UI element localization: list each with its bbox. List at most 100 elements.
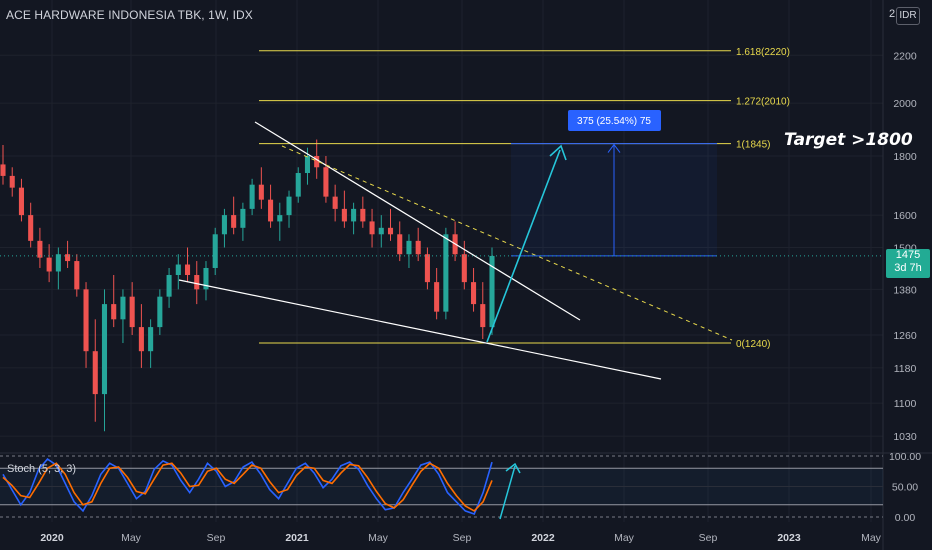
projection-arrow-head — [549, 144, 567, 161]
projection-arrow-shaft — [486, 149, 561, 343]
candles-group — [0, 139, 495, 432]
candle-body — [277, 215, 283, 222]
y-tick-label: 1600 — [893, 210, 917, 222]
measure-label: 375 (25.54%) 75 — [577, 116, 651, 127]
x-tick-label: May — [368, 532, 389, 544]
x-tick-label: May — [861, 532, 882, 544]
candle-body — [157, 296, 163, 328]
candle-body — [111, 304, 117, 320]
candle-body — [92, 351, 98, 395]
stoch-arrow-head — [505, 462, 521, 474]
scale-mode-indicator[interactable]: 2 — [889, 8, 896, 20]
candle-body — [268, 199, 274, 222]
candle-body — [378, 227, 384, 235]
x-tick-label: Sep — [453, 532, 472, 544]
fib-label: 0(1240) — [736, 339, 770, 350]
currency-badge[interactable]: IDR — [896, 7, 920, 25]
candle-body — [461, 254, 467, 283]
candle-body — [212, 234, 218, 268]
candle-body — [424, 254, 430, 283]
candle-body — [120, 296, 126, 320]
y-tick-label: 1100 — [894, 398, 917, 410]
last-price: 1475 — [895, 249, 921, 261]
candle-body — [471, 282, 477, 305]
candle-body — [28, 215, 34, 241]
candle-body — [387, 227, 394, 235]
x-tick-label: 2023 — [777, 532, 801, 544]
candle-body — [37, 240, 43, 258]
candle-body — [55, 254, 61, 272]
x-tick-label: 2021 — [285, 532, 309, 544]
stoch-tick-label: 0.00 — [895, 512, 916, 524]
target-text: Target >1800 — [784, 130, 913, 150]
y-tick-label: 2000 — [893, 98, 917, 110]
measure-arrow-head — [607, 143, 621, 153]
candle-body — [231, 215, 237, 228]
candle-body — [341, 208, 347, 222]
x-tick-label: 2020 — [40, 532, 64, 544]
fib-label: 1.272(2010) — [736, 97, 790, 108]
candle-body — [443, 234, 449, 312]
x-tick-label: 2022 — [531, 532, 555, 544]
measure-label-box — [568, 110, 661, 131]
stochastic-pane: Stoch (5, 3, 3) — [0, 455, 883, 520]
candle-body — [101, 304, 108, 395]
stoch-arrow-shaft — [499, 465, 516, 520]
x-tick-label: Sep — [207, 532, 226, 544]
candle-body — [295, 173, 301, 197]
fib-label: 1(1845) — [736, 140, 770, 151]
candle-body — [249, 184, 255, 209]
candle-body — [65, 254, 71, 262]
candle-body — [129, 296, 135, 328]
stoch-tick-label: 100.00 — [889, 451, 921, 463]
candle-body — [351, 208, 357, 222]
candle-body — [138, 327, 144, 352]
candle-body — [314, 156, 320, 168]
stoch-tick-label: 50.00 — [892, 482, 918, 494]
candle-body — [323, 167, 329, 197]
candle-body — [194, 275, 200, 290]
candle-body — [397, 234, 403, 255]
y-tick-label: 1180 — [894, 363, 917, 375]
candle-body — [304, 156, 311, 174]
candle-body — [406, 240, 412, 255]
candle-body — [332, 196, 338, 209]
stoch-series-line — [2, 462, 493, 512]
candle-body — [0, 164, 6, 176]
upper-trendline — [254, 121, 581, 321]
candle-body — [9, 175, 15, 188]
candle-body — [46, 257, 52, 272]
candle-body — [18, 187, 24, 216]
y-tick-label: 1380 — [893, 284, 917, 296]
bar-countdown: 3d 7h — [894, 262, 922, 274]
candle-body — [148, 327, 154, 352]
last-price-badge: 1475 3d 7h — [886, 249, 930, 278]
fib-label: 1.618(2220) — [736, 47, 790, 58]
stoch-series-line — [2, 458, 493, 516]
candle-body — [240, 208, 246, 228]
candle-body — [203, 267, 209, 290]
lower-trendline — [178, 279, 662, 380]
candle-body — [83, 289, 89, 352]
candle-body — [221, 215, 227, 235]
stoch-title: Stoch (5, 3, 3) — [7, 463, 76, 475]
y-tick-label: 1800 — [893, 151, 917, 163]
candle-body — [489, 255, 495, 328]
candle-body — [434, 282, 440, 312]
chart-title: ACE HARDWARE INDONESIA TBK, 1W, IDX — [6, 8, 253, 22]
candle-body — [258, 184, 264, 200]
y-tick-label: 2200 — [893, 50, 917, 62]
x-tick-label: May — [614, 532, 635, 544]
candle-body — [74, 261, 80, 290]
candle-body — [166, 275, 172, 297]
candle-body — [286, 196, 292, 216]
dashed-resistance — [281, 145, 733, 341]
y-tick-label: 1260 — [893, 330, 917, 342]
drawings: 375 (25.54%) 75 Target >1800 — [0, 110, 913, 380]
x-tick-label: May — [121, 532, 142, 544]
candle-body — [369, 221, 375, 235]
x-tick-label: Sep — [699, 532, 718, 544]
